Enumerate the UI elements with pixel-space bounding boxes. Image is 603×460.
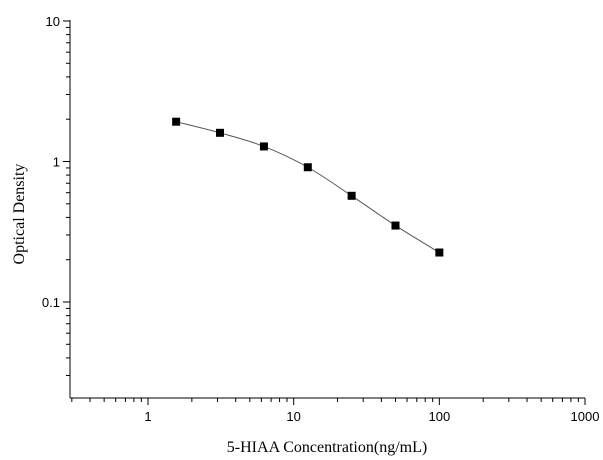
y-axis-title: Optical Density <box>11 164 28 265</box>
data-point <box>259 142 268 151</box>
x-tick-label: 1 <box>144 409 151 424</box>
x-tick-label: 10 <box>286 409 300 424</box>
x-ticks: 1 10 100 1000 <box>71 398 600 424</box>
series-points <box>172 117 444 257</box>
series-curve <box>176 121 440 253</box>
data-point <box>303 163 312 172</box>
data-point <box>215 128 224 137</box>
x-axis-title: 5-HIAA Concentration(ng/mL) <box>227 439 427 456</box>
y-ticks: 0.1 1 10 <box>42 14 70 376</box>
data-point <box>172 117 181 126</box>
data-point <box>391 221 400 230</box>
y-tick-label: 0.1 <box>42 295 60 310</box>
data-point <box>347 191 356 200</box>
axes <box>69 20 585 399</box>
y-tick-label: 10 <box>46 14 60 29</box>
y-tick-label: 1 <box>53 155 60 170</box>
data-point <box>435 248 444 257</box>
series <box>172 117 444 257</box>
x-tick-label: 1000 <box>571 409 600 424</box>
x-tick-label: 100 <box>428 409 450 424</box>
